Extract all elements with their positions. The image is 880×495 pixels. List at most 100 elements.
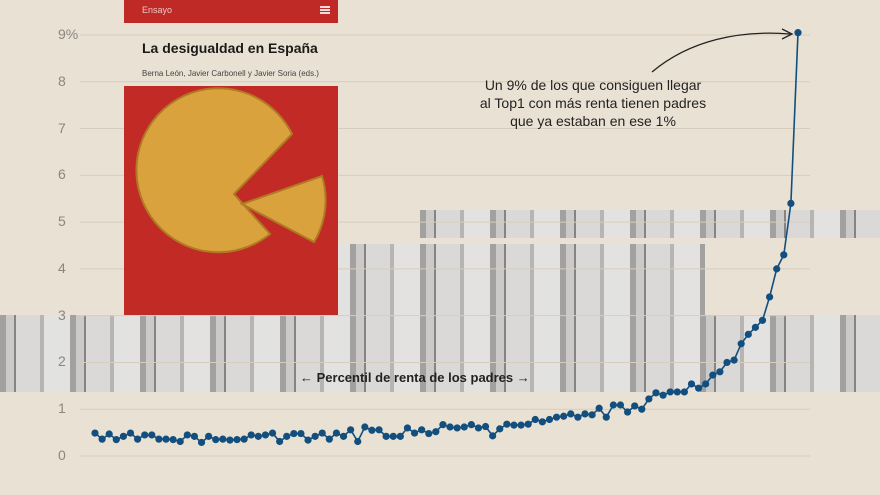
data-point xyxy=(765,293,774,301)
data-point xyxy=(531,415,539,424)
building-photo-strip xyxy=(420,210,880,238)
data-point xyxy=(552,413,561,421)
data-point xyxy=(268,429,277,437)
data-point xyxy=(439,421,447,429)
data-point xyxy=(212,436,220,444)
data-point xyxy=(112,436,120,444)
data-point xyxy=(325,435,333,443)
book-section: Ensayo xyxy=(142,5,173,15)
data-point xyxy=(361,423,369,431)
data-point xyxy=(737,340,745,348)
book-header: Ensayo xyxy=(124,0,338,23)
data-point xyxy=(702,380,710,388)
data-point xyxy=(368,426,376,434)
data-point xyxy=(276,437,284,446)
data-point xyxy=(283,432,291,440)
data-point xyxy=(474,424,483,432)
data-point xyxy=(247,431,255,439)
data-point xyxy=(155,435,163,443)
y-tick-label: 4 xyxy=(58,259,66,276)
data-point xyxy=(410,429,419,437)
data-point xyxy=(176,437,184,446)
data-point xyxy=(318,429,326,437)
data-point xyxy=(489,432,497,440)
data-point xyxy=(432,428,440,436)
data-point xyxy=(517,421,525,429)
data-point xyxy=(595,404,603,412)
x-axis-label: ← Percentil de renta de los padres → xyxy=(300,370,530,385)
data-point xyxy=(794,29,802,37)
book-authors: Berna León, Javier Carbonell y Javier So… xyxy=(142,69,319,78)
data-point xyxy=(119,432,128,440)
data-point xyxy=(574,413,582,421)
data-point xyxy=(588,411,596,419)
data-point xyxy=(723,358,731,367)
data-point xyxy=(638,405,646,413)
data-point xyxy=(382,432,390,440)
data-point xyxy=(659,391,667,399)
data-point xyxy=(418,426,426,434)
data-point xyxy=(510,421,518,429)
data-point xyxy=(105,430,113,438)
data-point xyxy=(666,388,674,396)
annotation-arrow xyxy=(651,32,791,73)
data-point xyxy=(169,436,177,444)
annotation-text: Un 9% de los que consiguen llegar al Top… xyxy=(479,77,707,129)
data-point xyxy=(645,395,653,403)
data-point xyxy=(311,432,319,440)
data-point xyxy=(673,388,681,396)
data-point xyxy=(233,436,241,444)
data-point xyxy=(687,380,696,388)
data-point xyxy=(403,424,412,432)
data-point xyxy=(631,402,639,410)
data-point xyxy=(425,429,433,438)
data-point xyxy=(354,437,362,446)
data-point xyxy=(205,432,213,440)
data-point xyxy=(758,316,767,324)
data-point xyxy=(496,425,504,433)
data-point xyxy=(190,432,199,440)
y-tick-label: 2 xyxy=(58,353,66,370)
data-point xyxy=(716,368,724,376)
arrowhead-icon xyxy=(781,28,794,40)
data-point xyxy=(773,265,781,273)
data-point xyxy=(709,371,717,379)
y-tick-label: 9% xyxy=(58,26,79,42)
book-cover xyxy=(124,86,338,315)
data-point xyxy=(623,408,632,416)
data-point xyxy=(545,415,554,424)
data-point xyxy=(446,423,454,431)
data-point xyxy=(261,431,270,439)
y-tick-label: 8 xyxy=(58,72,66,89)
data-point xyxy=(581,410,589,418)
data-point xyxy=(680,388,688,396)
data-point xyxy=(141,431,149,439)
data-point xyxy=(560,412,568,420)
data-point xyxy=(347,426,355,434)
data-point xyxy=(126,429,135,437)
data-point xyxy=(134,435,142,443)
data-point xyxy=(290,429,298,438)
data-point xyxy=(148,431,156,439)
data-point xyxy=(332,429,341,437)
data-point xyxy=(694,384,703,392)
y-tick-label: 0 xyxy=(58,447,66,463)
data-point xyxy=(91,429,99,437)
data-point xyxy=(226,436,234,444)
data-point xyxy=(197,438,206,447)
data-point xyxy=(460,423,468,431)
hamburger-icon[interactable] xyxy=(320,6,330,14)
data-point xyxy=(481,422,490,431)
building-photo-strip xyxy=(0,315,880,392)
data-point xyxy=(730,356,738,364)
tortilla-illustration xyxy=(135,87,327,254)
data-point xyxy=(389,432,397,440)
data-point xyxy=(162,435,170,443)
data-point xyxy=(751,323,759,331)
building-photo-strip xyxy=(280,244,705,315)
data-point xyxy=(609,401,617,409)
data-point xyxy=(339,432,348,440)
data-point xyxy=(98,435,106,443)
data-point xyxy=(254,432,262,440)
